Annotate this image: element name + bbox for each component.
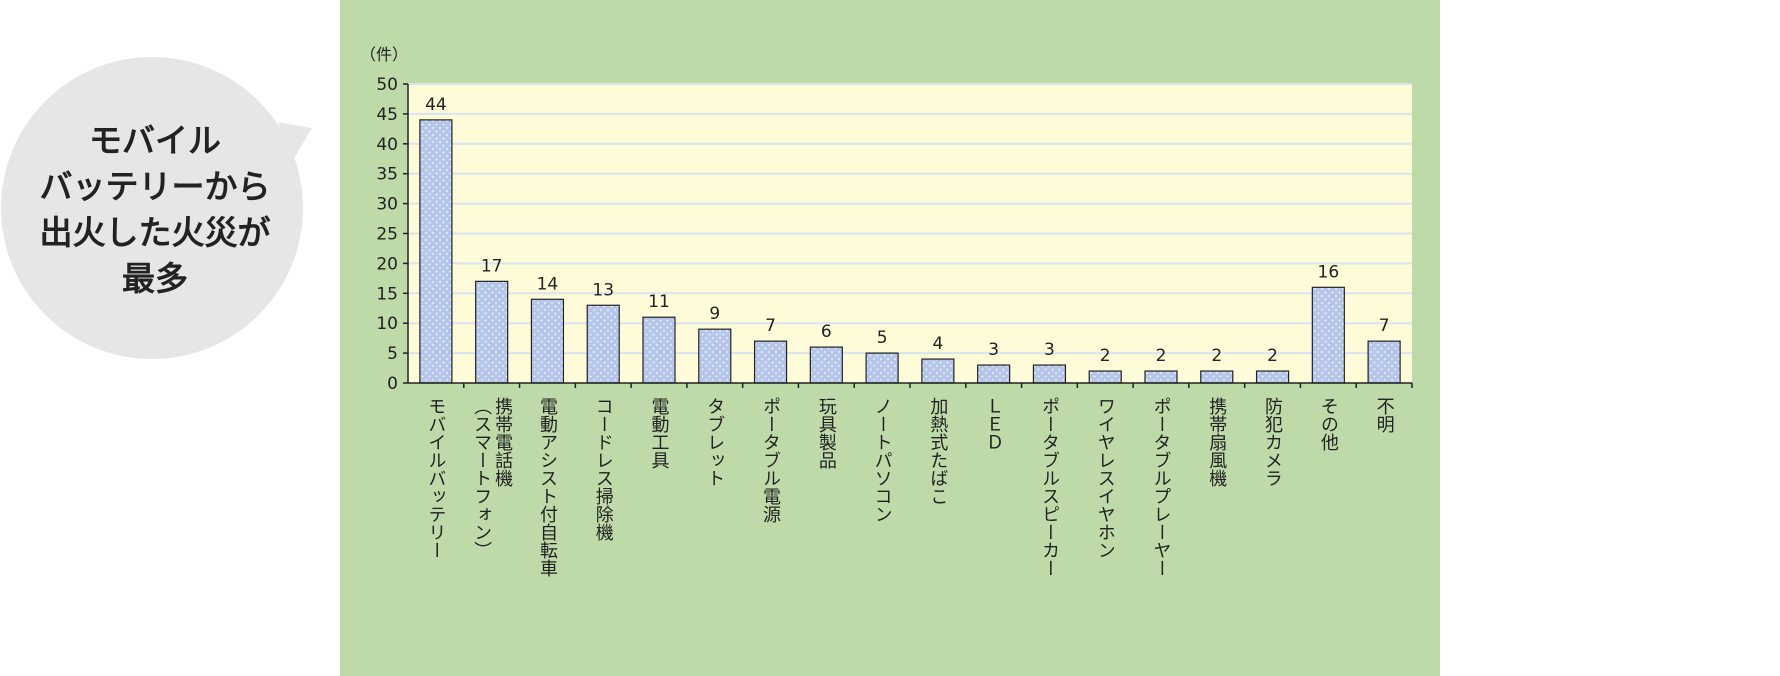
category-label: 加熱式たばこ	[927, 397, 948, 505]
category-label: ポータブル電源	[760, 397, 781, 524]
category-label-text: その他	[1318, 397, 1339, 451]
value-label: 2	[1267, 346, 1278, 366]
category-label-text: ポータブル電源	[760, 397, 781, 524]
value-label: 2	[1100, 346, 1111, 366]
value-label: 14	[537, 274, 559, 294]
y-tick-label: 5	[387, 344, 398, 364]
callout-bubble	[1, 57, 312, 359]
value-label: 2	[1156, 346, 1167, 366]
category-label-text: ＬＥＤ	[983, 397, 1004, 451]
category-label: その他	[1318, 397, 1339, 451]
bar-chart: 05101520253035404550（件）44モバイルバッテリー17携帯電話…	[360, 45, 1413, 577]
category-label-text: 加熱式たばこ	[927, 397, 948, 505]
bar	[1032, 364, 1067, 384]
value-label: 13	[592, 280, 614, 300]
y-tick-label: 20	[376, 254, 398, 274]
category-label: 玩具製品	[816, 397, 837, 469]
category-label-text: 電動アシスト付自転車	[537, 397, 558, 577]
bar	[1144, 370, 1178, 384]
bar	[1255, 370, 1290, 384]
bar	[419, 119, 453, 384]
category-label: ＬＥＤ	[983, 397, 1004, 451]
category-label-text: ポータブルスピーカー	[1039, 397, 1060, 577]
y-tick-label: 30	[376, 195, 398, 215]
y-tick-label: 35	[376, 165, 398, 185]
bar	[1088, 370, 1122, 384]
category-label: 不明	[1374, 397, 1395, 434]
bar	[475, 280, 509, 384]
bar	[977, 364, 1011, 384]
category-label: 防犯カメラ	[1262, 397, 1283, 487]
bar	[698, 328, 732, 384]
category-label: ポータブルプレーヤー	[1151, 397, 1172, 577]
category-label-main: 携帯電話機	[492, 397, 513, 488]
category-label-sub: （スマートフォン）	[471, 397, 492, 559]
category-label-text: 電動工具	[649, 397, 670, 469]
callout-line: 最多	[122, 259, 188, 298]
value-label: 7	[1379, 316, 1390, 336]
category-label: 電動アシスト付自転車	[537, 397, 558, 577]
category-label-text: ワイヤレスイヤホン	[1095, 397, 1116, 559]
category-label-text: 携帯扇風機	[1206, 397, 1227, 488]
value-label: 11	[648, 292, 670, 312]
axis-layer	[403, 83, 1413, 388]
category-label-text: ポータブルプレーヤー	[1151, 397, 1172, 577]
value-label: 5	[877, 328, 888, 348]
y-tick-label: 15	[376, 284, 398, 304]
grid-layer	[408, 83, 1412, 383]
value-label: 16	[1318, 262, 1340, 282]
chart-panel: 0 5 10 15 20 25 30 35 40 45 50 （件） 44 モバイルバッテリー 17 携帯電話…	[340, 0, 1440, 676]
category-label-text: ノートパソコン	[872, 397, 893, 523]
bar	[642, 316, 676, 384]
bar	[1367, 340, 1401, 384]
category-label: ノートパソコン	[872, 397, 893, 523]
bar	[530, 298, 565, 384]
category-label-text: 防犯カメラ	[1262, 397, 1283, 487]
bar	[921, 358, 955, 384]
value-label: 3	[988, 340, 999, 360]
y-tick-label: 40	[376, 135, 398, 155]
category-label: タブレット	[704, 397, 725, 487]
bar	[1311, 286, 1345, 384]
value-label: 17	[481, 256, 503, 276]
category-label-text: 不明	[1374, 397, 1395, 434]
category-label: ポータブルスピーカー	[1039, 397, 1060, 577]
value-label: 3	[1044, 340, 1055, 360]
category-label: 電動工具	[649, 397, 670, 469]
y-tick-label: 10	[376, 314, 398, 334]
callout-line: モバイル	[89, 121, 221, 160]
category-label-text: 玩具製品	[816, 397, 837, 469]
value-label: 7	[765, 316, 776, 336]
category-label-text: コードレス掃除機	[593, 397, 614, 542]
value-label: 2	[1211, 346, 1222, 366]
category-label: 携帯扇風機	[1206, 397, 1227, 488]
y-tick-label: 45	[376, 105, 398, 125]
callout-circle	[1, 57, 303, 359]
callout-shape	[278, 122, 312, 162]
value-label: 44	[425, 95, 447, 115]
category-label: ワイヤレスイヤホン	[1095, 397, 1116, 559]
bar	[1200, 370, 1234, 384]
y-tick-label: 0	[387, 374, 398, 394]
category-label-text: モバイルバッテリー	[425, 397, 446, 559]
y-tick-label: 50	[376, 75, 398, 95]
callout-text: モバイル バッテリーから 出火した火災が 最多	[6, 118, 304, 302]
y-tick-label: 25	[376, 225, 398, 245]
label-layer: 05101520253035404550（件）44モバイルバッテリー17携帯電話…	[360, 45, 1395, 577]
category-label: モバイルバッテリー	[425, 397, 446, 559]
value-label: 6	[821, 322, 832, 342]
category-label: 携帯電話機（スマートフォン）	[471, 397, 513, 559]
callout-line: 出火した火災が	[39, 213, 271, 252]
callout-line: バッテリーから	[39, 167, 271, 206]
bar	[865, 352, 899, 384]
bar	[586, 304, 620, 384]
category-label: コードレス掃除機	[593, 397, 614, 542]
value-label: 9	[709, 304, 720, 324]
y-unit-label: （件）	[360, 45, 408, 64]
bar	[753, 340, 788, 384]
value-label: 4	[932, 334, 943, 354]
category-label-text: タブレット	[704, 397, 725, 487]
bar	[809, 346, 843, 384]
